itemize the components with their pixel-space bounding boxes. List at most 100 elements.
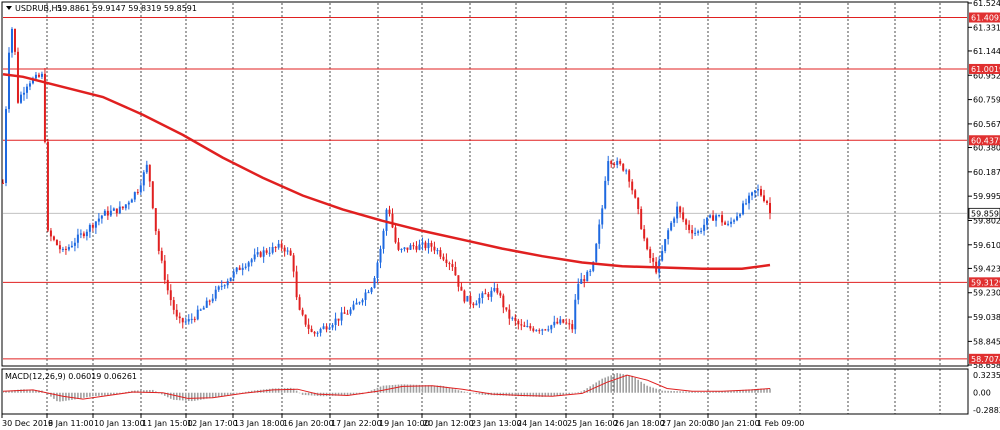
candle-body	[25, 86, 28, 93]
macd-histogram-bar	[757, 388, 759, 393]
candle-body	[691, 229, 694, 234]
level-price-tag	[969, 277, 1000, 288]
candle-body	[742, 203, 745, 215]
candle-body	[520, 324, 523, 326]
candle-body	[340, 312, 343, 321]
candle-body	[646, 238, 649, 250]
candle-body	[124, 204, 127, 209]
macd-histogram-bar	[598, 380, 601, 393]
macd-histogram-bar	[643, 383, 645, 393]
candle-body	[31, 78, 34, 84]
candle-body	[577, 283, 580, 300]
macd-histogram-bar	[610, 375, 613, 393]
x-tick-label: 11 Jan 15:00	[142, 419, 193, 428]
candle-body	[151, 181, 154, 209]
macd-histogram-bar	[113, 392, 115, 395]
macd-histogram-bar	[83, 392, 85, 398]
candle-body	[7, 52, 10, 110]
macd-histogram-bar	[143, 390, 145, 393]
candle-body	[292, 255, 295, 272]
y-tick-label: 60.5670	[973, 120, 1000, 129]
macd-histogram-bar	[5, 391, 7, 393]
candle-body	[694, 232, 697, 234]
macd-histogram-bar	[101, 392, 103, 396]
candle-body	[337, 318, 340, 321]
y-tick-label: 60.7595	[973, 96, 1000, 105]
candle-body	[97, 218, 100, 222]
macd-histogram-bar	[125, 392, 127, 393]
y-tick-label: 59.9950	[973, 192, 1000, 201]
macd-histogram-bar	[649, 386, 651, 393]
macd-histogram-bar	[152, 389, 154, 393]
candle-body	[295, 271, 298, 298]
macd-histogram-bar	[451, 388, 454, 393]
macd-histogram-bar	[544, 392, 547, 397]
candle-body	[172, 300, 175, 310]
macd-histogram-bar	[484, 392, 487, 395]
candle-body	[499, 292, 502, 296]
macd-histogram-bar	[715, 391, 717, 393]
macd-histogram-bar	[116, 392, 118, 395]
macd-histogram-bar	[676, 391, 678, 393]
candle-body	[745, 203, 748, 205]
candle-body	[2, 182, 4, 184]
candle-body	[70, 245, 73, 248]
candle-body	[685, 219, 688, 225]
macd-histogram-bar	[226, 392, 229, 396]
macd-histogram-bar	[550, 392, 553, 397]
macd-histogram-bar	[244, 391, 247, 393]
macd-histogram-bar	[520, 392, 523, 397]
candle-body	[82, 233, 85, 237]
macd-histogram-bar	[721, 391, 723, 393]
candle-body	[487, 294, 490, 297]
macd-histogram-bar	[202, 392, 205, 400]
candle-body	[385, 209, 388, 231]
candle-body	[382, 230, 385, 249]
candle-body	[79, 233, 82, 235]
y-tick-label: 59.6100	[973, 241, 1000, 250]
candle-body	[196, 309, 199, 320]
candle-body	[73, 242, 76, 246]
candle-body	[142, 172, 145, 186]
macd-histogram-bar	[445, 386, 448, 393]
macd-histogram-bar	[532, 392, 535, 397]
candle-body	[181, 318, 184, 323]
y-tick-label: 59.4230	[973, 264, 1000, 273]
candle-body	[136, 192, 139, 194]
macd-histogram-bar	[514, 392, 517, 397]
candle-body	[388, 209, 391, 214]
candle-body	[460, 286, 463, 291]
macd-histogram-bar	[184, 392, 187, 401]
macd-histogram-bar	[349, 392, 352, 395]
macd-histogram-bar	[679, 391, 681, 393]
macd-histogram-bar	[50, 392, 52, 397]
x-tick-label: 24 Jan 14:00	[517, 419, 568, 428]
macd-histogram-bar	[382, 385, 385, 393]
macd-histogram-bar	[71, 392, 73, 400]
candle-body	[331, 324, 334, 328]
macd-histogram-bar	[274, 388, 277, 393]
candle-body	[226, 281, 229, 286]
macd-histogram-bar	[748, 389, 750, 393]
dropdown-triangle-icon[interactable]	[6, 6, 12, 10]
candle-body	[565, 322, 568, 324]
candle-body	[229, 277, 232, 282]
macd-histogram-bar	[604, 377, 607, 393]
macd-histogram-bar	[754, 389, 756, 393]
candle-body	[598, 224, 601, 244]
candle-body	[526, 325, 529, 327]
candle-body	[718, 215, 721, 217]
moving-average	[2, 73, 771, 271]
candle-body	[367, 292, 370, 294]
candle-body	[430, 242, 433, 247]
candle-body	[751, 192, 754, 196]
candle-body	[319, 328, 322, 333]
macd-histogram-bar	[310, 392, 313, 396]
candle-body	[127, 202, 130, 205]
moving-average-line	[2, 73, 771, 271]
